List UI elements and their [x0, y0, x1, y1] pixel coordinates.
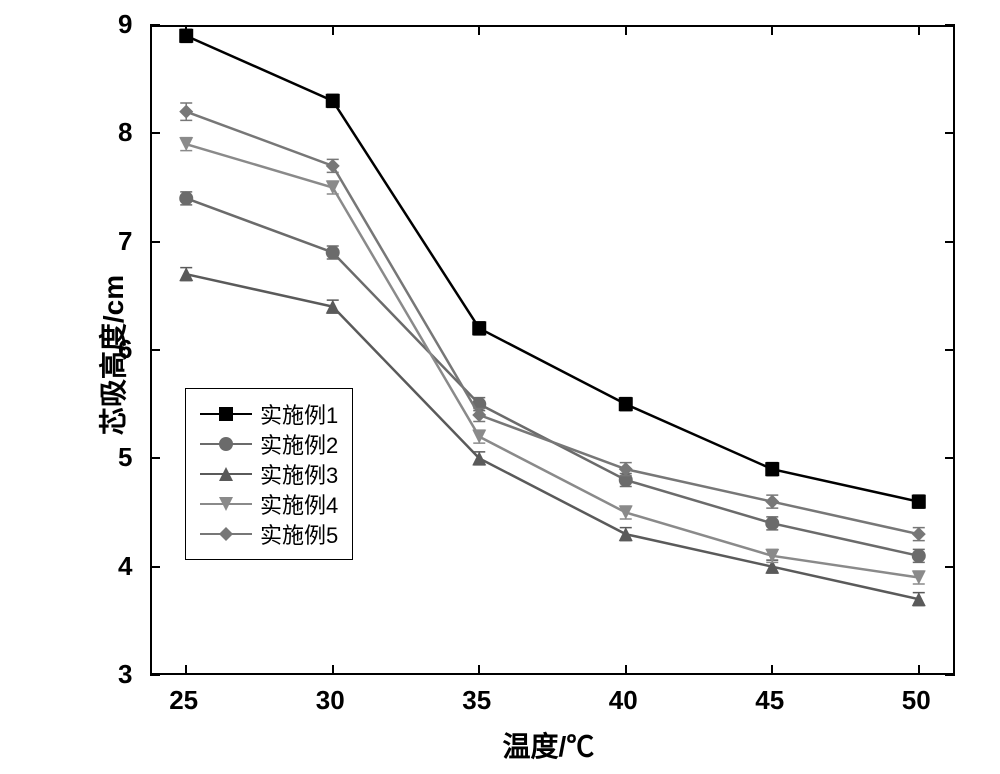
- y-tick-label: 5: [118, 442, 132, 473]
- x-tick-mark: [918, 665, 920, 675]
- x-tick-label: 30: [316, 685, 345, 716]
- y-tick-label: 8: [118, 117, 132, 148]
- x-tick-mark: [918, 25, 920, 35]
- legend-line-icon: [200, 443, 252, 445]
- legend-label: 实施例4: [260, 488, 338, 520]
- y-tick-label: 4: [118, 551, 132, 582]
- x-tick-mark: [332, 665, 334, 675]
- y-tick-mark: [150, 24, 160, 26]
- x-tick-mark: [185, 25, 187, 35]
- plot-area: [150, 25, 955, 675]
- y-tick-label: 6: [118, 334, 132, 365]
- chart-container: 芯吸高度/cm 温度/℃ 2530354045503456789 实施例1实施例…: [0, 0, 1000, 774]
- legend-line-icon: [200, 413, 252, 415]
- x-tick-mark: [332, 25, 334, 35]
- legend-label: 实施例1: [260, 398, 338, 430]
- y-tick-label: 9: [118, 9, 132, 40]
- legend-item: 实施例5: [200, 519, 338, 549]
- y-tick-mark: [945, 674, 955, 676]
- legend-line-icon: [200, 533, 252, 535]
- legend-item: 实施例4: [200, 489, 338, 519]
- x-axis-label: 温度/℃: [503, 725, 595, 765]
- legend: 实施例1实施例2实施例3实施例4实施例5: [185, 388, 353, 560]
- y-tick-mark: [150, 241, 160, 243]
- x-tick-mark: [625, 25, 627, 35]
- legend-marker-icon: [216, 464, 236, 484]
- x-tick-mark: [185, 665, 187, 675]
- x-tick-mark: [771, 665, 773, 675]
- legend-item: 实施例1: [200, 399, 338, 429]
- y-tick-mark: [945, 457, 955, 459]
- legend-label: 实施例3: [260, 458, 338, 490]
- y-tick-mark: [150, 674, 160, 676]
- x-tick-label: 40: [609, 685, 638, 716]
- y-tick-mark: [945, 241, 955, 243]
- y-tick-mark: [945, 566, 955, 568]
- y-tick-label: 7: [118, 226, 132, 257]
- legend-line-icon: [200, 503, 252, 505]
- legend-label: 实施例2: [260, 428, 338, 460]
- x-tick-label: 35: [462, 685, 491, 716]
- y-tick-mark: [945, 349, 955, 351]
- x-tick-label: 45: [755, 685, 784, 716]
- x-tick-mark: [478, 25, 480, 35]
- legend-line-icon: [200, 473, 252, 475]
- legend-item: 实施例2: [200, 429, 338, 459]
- legend-label: 实施例5: [260, 518, 338, 550]
- legend-marker-icon: [216, 434, 236, 454]
- legend-marker-icon: [216, 494, 236, 514]
- x-tick-mark: [771, 25, 773, 35]
- x-tick-label: 25: [169, 685, 198, 716]
- x-tick-mark: [478, 665, 480, 675]
- y-tick-mark: [945, 132, 955, 134]
- y-tick-label: 3: [118, 659, 132, 690]
- legend-marker-icon: [216, 524, 236, 544]
- y-tick-mark: [150, 566, 160, 568]
- y-tick-mark: [150, 132, 160, 134]
- y-tick-mark: [150, 349, 160, 351]
- y-tick-mark: [150, 457, 160, 459]
- legend-marker-icon: [216, 404, 236, 424]
- x-tick-mark: [625, 665, 627, 675]
- legend-item: 实施例3: [200, 459, 338, 489]
- y-tick-mark: [945, 24, 955, 26]
- x-tick-label: 50: [902, 685, 931, 716]
